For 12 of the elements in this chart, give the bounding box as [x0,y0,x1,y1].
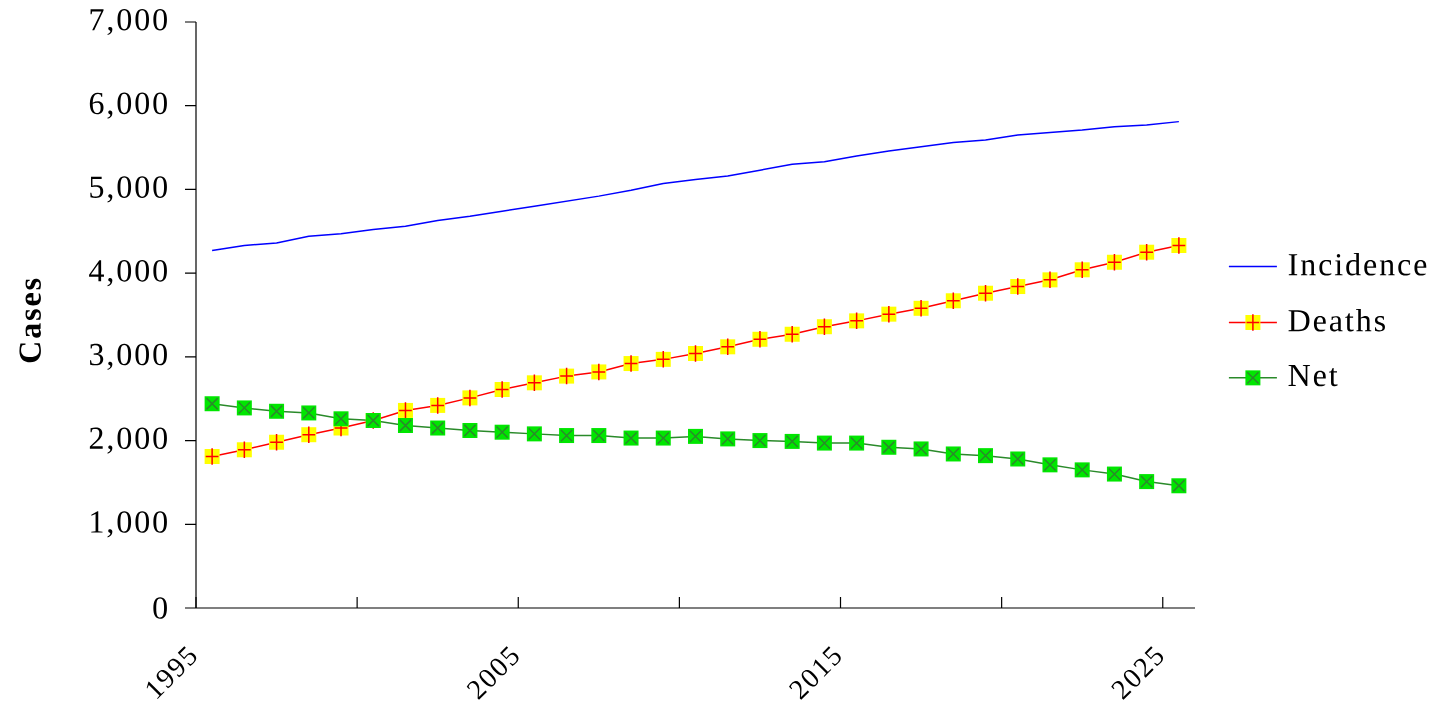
legend-label: Net [1288,364,1338,387]
y-tick-label: 1,000 [91,511,167,538]
y-tick-label: 5,000 [90,176,167,203]
y-tick-label: 0 [153,597,167,619]
y-axis-title: Cases [19,278,41,363]
y-tick-label: 6,000 [89,92,167,119]
y-tick-label: 7,000 [90,8,167,36]
legend-label: Incidence [1288,252,1427,276]
y-tick-label: 2,000 [89,427,167,454]
legend-label: Deaths [1288,308,1385,332]
y-tick-label: 3,000 [89,343,167,370]
y-tick-label: 4,000 [89,260,167,287]
